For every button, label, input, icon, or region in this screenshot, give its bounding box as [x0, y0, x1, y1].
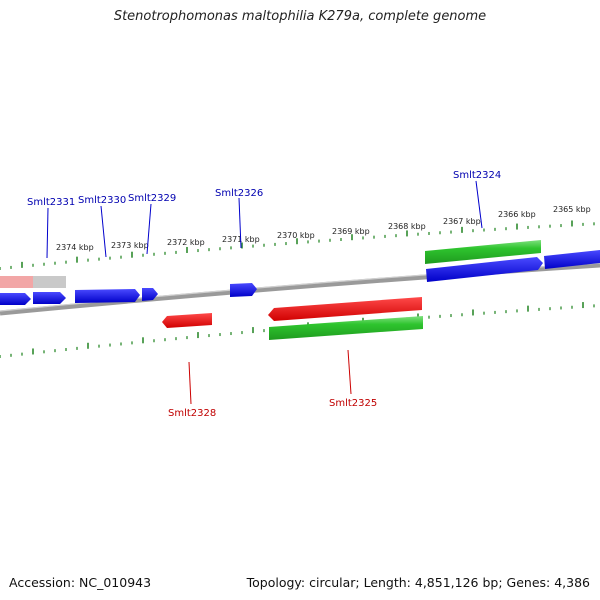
gene-arrow: [426, 257, 543, 282]
gene-arrow: [162, 313, 212, 328]
scale-label: 2368 kbp: [388, 222, 426, 231]
gene-label-top: Smlt2324: [453, 170, 501, 181]
gene-arrow: [33, 292, 66, 304]
scale-label: 2374 kbp: [56, 243, 94, 252]
gene-arrow: [142, 288, 158, 301]
topology-text: Topology: circular; Length: 4,851,126 bp…: [246, 575, 590, 590]
scale-label: 2373 kbp: [111, 241, 149, 250]
gene-arrow: [0, 293, 31, 305]
reverse-genes: [162, 297, 422, 328]
cds-band: [425, 240, 541, 264]
upper-tick-track: [0, 220, 595, 270]
gene-label-top: Smlt2330: [78, 195, 126, 206]
map-title: Stenotrophomonas maltophilia K279a, comp…: [113, 9, 487, 24]
scale-label: 2365 kbp: [553, 205, 591, 214]
scale-label: 2367 kbp: [443, 217, 481, 226]
gene-label-top: Smlt2329: [128, 193, 176, 204]
bottom-leaders: [188, 349, 352, 405]
scale-label: 2370 kbp: [277, 231, 315, 240]
accession-text: Accession: NC_010943: [9, 575, 152, 590]
gene-arrow: [544, 250, 600, 269]
scale-label: 2366 kbp: [498, 210, 536, 219]
top-leaders: [46, 180, 483, 259]
forward-genes: [0, 250, 600, 305]
gene-arrow: [268, 297, 422, 321]
gene-arrow: [75, 289, 140, 303]
scale-label: 2369 kbp: [332, 227, 370, 236]
cds-band: [269, 316, 423, 340]
faded-gene-red: [0, 276, 33, 288]
gene-label-top: Smlt2331: [27, 197, 75, 208]
gene-label-top: Smlt2326: [215, 188, 263, 199]
gene-label-bottom: Smlt2328: [168, 408, 216, 419]
faded-gene-gray: [33, 276, 66, 288]
gene-arrow: [230, 283, 257, 297]
gene-label-bottom: Smlt2325: [329, 398, 377, 409]
scale-label: 2372 kbp: [167, 238, 205, 247]
